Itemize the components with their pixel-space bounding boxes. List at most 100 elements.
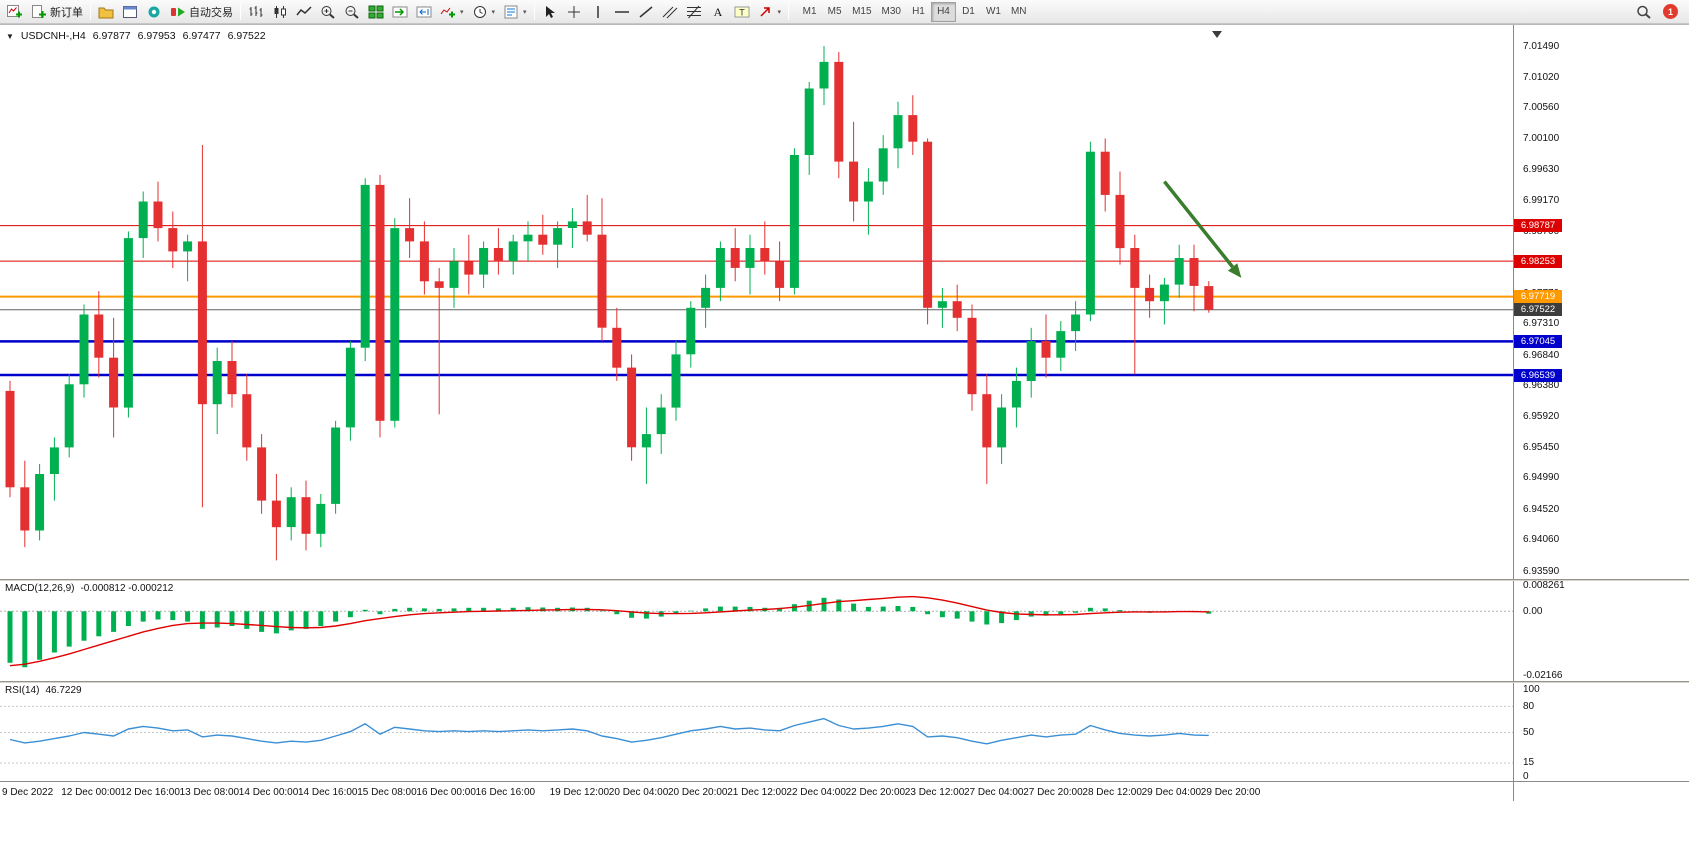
timeframe-m1-button[interactable]: M1 xyxy=(797,2,822,22)
toolbar-separator xyxy=(90,3,91,20)
rsi-line xyxy=(9,717,1209,745)
time-axis-label: 12 Dec 00:00 xyxy=(61,787,121,798)
axis-separator xyxy=(1513,25,1514,801)
time-axis-label: 15 Dec 08:00 xyxy=(357,787,417,798)
timeframe-h1-button[interactable]: H1 xyxy=(906,2,931,22)
navigator-button[interactable] xyxy=(142,1,166,22)
tile-windows-button[interactable] xyxy=(364,1,388,22)
trendline-icon xyxy=(638,5,654,19)
timeframe-toolbar: M1 M5 M15 M30 H1 H4 D1 W1 MN xyxy=(797,1,1032,22)
search-icon xyxy=(1636,5,1652,19)
vertical-line-button[interactable] xyxy=(586,1,610,22)
macd-axis-label: -0.02166 xyxy=(1523,670,1563,681)
timeframe-m5-button[interactable]: M5 xyxy=(822,2,847,22)
search-button[interactable] xyxy=(1632,1,1656,22)
rsi-value: 46.7229 xyxy=(45,685,82,696)
crosshair-button[interactable] xyxy=(562,1,586,22)
toolbar-separator xyxy=(240,3,241,20)
new-order-label: 新订单 xyxy=(50,6,83,19)
timeframe-d1-button[interactable]: D1 xyxy=(956,2,981,22)
line-chart-button[interactable] xyxy=(292,1,316,22)
time-axis[interactable]: 9 Dec 2022 12 Dec 00:00 12 Dec 16:00 13 Dec… xyxy=(0,781,1689,809)
indicators-button[interactable]: ▾ xyxy=(436,1,468,22)
time-axis-label: 23 Dec 12:00 xyxy=(904,787,965,798)
cursor-button[interactable] xyxy=(538,1,562,22)
notification-badge[interactable]: 1 xyxy=(1663,4,1678,19)
rsi-axis-label: 100 xyxy=(1523,683,1540,695)
auto-trading-label: 自动交易 xyxy=(189,6,233,19)
zoom-in-icon xyxy=(320,5,336,19)
price-axis-label: 6.95920 xyxy=(1523,410,1560,422)
svg-text:A: A xyxy=(713,5,722,19)
svg-text:T: T xyxy=(739,7,745,17)
ohlc-high: 6.97953 xyxy=(137,30,176,42)
rsi-axis-label: 80 xyxy=(1523,700,1535,712)
template-icon xyxy=(503,5,519,19)
timeframe-w1-button[interactable]: W1 xyxy=(981,2,1006,22)
price-chart[interactable] xyxy=(0,25,1513,801)
horizontal-line-button[interactable] xyxy=(610,1,634,22)
timeframe-m15-button[interactable]: M15 xyxy=(847,2,876,22)
time-axis-label: 19 Dec 12:00 xyxy=(549,787,610,798)
arrows-button[interactable]: ▾ xyxy=(754,1,786,22)
text-icon: A xyxy=(710,5,726,19)
price-axis-label: 6.99170 xyxy=(1523,194,1560,206)
order-icon xyxy=(31,4,47,19)
timeframe-mn-button[interactable]: MN xyxy=(1006,2,1032,22)
collapse-triangle-icon[interactable]: ▼ xyxy=(6,31,14,41)
price-tag: 6.97045 xyxy=(1514,334,1562,348)
bar-chart-button[interactable] xyxy=(244,1,268,22)
text-label-button[interactable]: T xyxy=(730,1,754,22)
dropdown-arrow-icon: ▾ xyxy=(460,8,464,16)
time-axis-label: 12 Dec 16:00 xyxy=(120,787,180,798)
label-icon: T xyxy=(734,5,750,19)
dropdown-arrow-icon: ▾ xyxy=(777,8,782,16)
timeframe-h4-button[interactable]: H4 xyxy=(930,1,956,22)
navigator-icon xyxy=(146,5,162,19)
data-window-button[interactable] xyxy=(118,1,142,22)
indicator-add-icon xyxy=(440,5,456,19)
chart-title: ▼ USDCNH-,H4 6.97877 6.97953 6.97477 6.9… xyxy=(6,30,266,42)
price-axis[interactable]: 7.01490 7.01020 7.00560 7.00100 6.99630 6.991… xyxy=(1513,25,1689,801)
periods-button[interactable]: ▾ xyxy=(468,1,500,22)
ohlc-low: 6.97477 xyxy=(182,30,221,42)
time-axis-label: 20 Dec 04:00 xyxy=(608,787,669,798)
chart-shift-button[interactable] xyxy=(412,1,436,22)
auto-scroll-button[interactable] xyxy=(388,1,412,22)
pane-splitter[interactable] xyxy=(0,579,1689,581)
text-button[interactable]: A xyxy=(706,1,730,22)
macd-name: MACD(12,26,9) xyxy=(5,583,75,594)
templates-button[interactable]: ▾ xyxy=(499,1,531,22)
new-order-button[interactable]: 新订单 xyxy=(27,1,87,22)
price-axis-label: 7.01020 xyxy=(1523,71,1560,83)
price-tag: 6.96539 xyxy=(1514,368,1562,382)
time-axis-label: 16 Dec 16:00 xyxy=(475,787,536,798)
time-axis-label: 27 Dec 20:00 xyxy=(1023,787,1083,798)
zoom-in-button[interactable] xyxy=(316,1,340,22)
shift-icon xyxy=(416,5,432,19)
time-axis-label: 22 Dec 20:00 xyxy=(845,787,906,798)
candlestick-chart-button[interactable] xyxy=(268,1,292,22)
equidistant-channel-button[interactable] xyxy=(658,1,682,22)
profiles-button[interactable] xyxy=(94,1,118,22)
chart-shift-marker-icon[interactable] xyxy=(1212,31,1222,38)
trend-arrow-annotation[interactable] xyxy=(1163,180,1242,278)
price-tag: 6.97522 xyxy=(1514,303,1562,317)
autoscroll-icon xyxy=(392,5,408,19)
auto-trading-button[interactable]: 自动交易 xyxy=(166,1,237,22)
profiles-icon xyxy=(98,5,114,19)
zoom-out-button[interactable] xyxy=(340,1,364,22)
pane-splitter[interactable] xyxy=(0,681,1689,683)
bars-icon xyxy=(248,5,264,19)
toolbar-right: 1 xyxy=(1632,1,1686,22)
toolbar-separator xyxy=(788,3,790,20)
fibonacci-button[interactable] xyxy=(682,1,706,22)
tile-icon xyxy=(368,5,384,19)
timeframe-m30-button[interactable]: M30 xyxy=(877,2,906,22)
time-axis-label: 13 Dec 08:00 xyxy=(179,787,240,798)
price-tag: 6.97719 xyxy=(1514,290,1562,304)
new-chart-button[interactable] xyxy=(3,1,27,22)
time-axis-label: 29 Dec 04:00 xyxy=(1141,787,1202,798)
trendline-button[interactable] xyxy=(634,1,658,22)
